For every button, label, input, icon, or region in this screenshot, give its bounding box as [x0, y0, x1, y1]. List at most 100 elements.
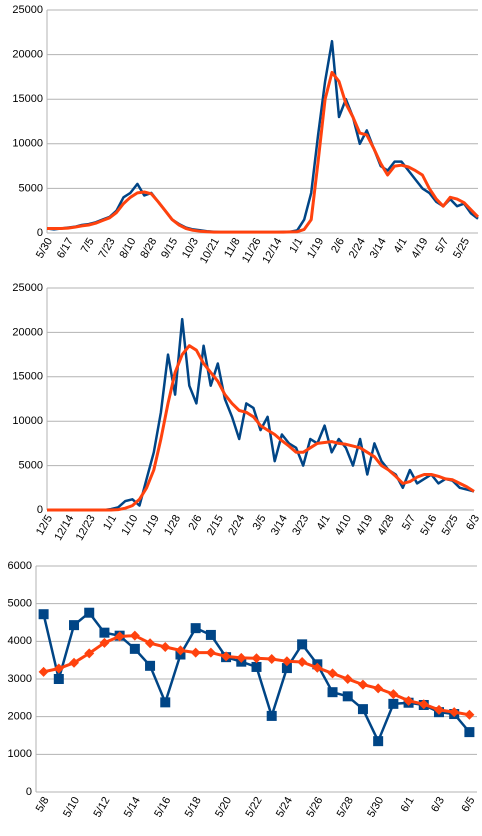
x-tick-label: 5/7	[433, 236, 451, 255]
point-marker	[403, 695, 414, 706]
x-tick-label: 4/1	[315, 513, 333, 532]
y-tick-label: 5000	[19, 182, 43, 194]
series-line	[47, 317, 475, 512]
point-marker	[38, 666, 49, 677]
point-marker	[327, 687, 338, 698]
point-marker	[175, 645, 186, 656]
point-marker	[281, 663, 292, 674]
point-marker	[297, 639, 308, 650]
x-tick-label: 7/23	[97, 236, 118, 261]
x-tick-label: 5/16	[418, 513, 439, 538]
x-tick-label: 10/21	[198, 236, 222, 266]
x-tick-label: 2/6	[187, 513, 205, 532]
y-tick-label: 5000	[19, 460, 43, 472]
x-tick-label: 5/30	[34, 236, 55, 261]
x-tick-label: 9/15	[159, 236, 180, 261]
point-marker	[373, 736, 384, 747]
x-tick-label: 5/25	[440, 513, 461, 538]
x-tick-label: 5/26	[304, 795, 325, 820]
point-marker	[418, 699, 429, 710]
point-marker	[266, 710, 277, 721]
x-tick-label: 5/24	[274, 795, 295, 820]
point-marker	[464, 727, 475, 738]
x-tick-label: 12/5	[34, 513, 55, 538]
point-marker	[221, 651, 232, 662]
series-line	[46, 39, 479, 234]
x-tick-label: 6/5	[459, 795, 477, 814]
x-tick-label: 5/20	[213, 795, 234, 820]
y-tick-label: 5000	[8, 598, 32, 610]
x-tick-label: 3/23	[290, 513, 311, 538]
x-tick-label: 5/18	[183, 795, 204, 820]
point-marker	[129, 630, 140, 641]
x-tick-label: 4/19	[409, 236, 430, 261]
point-marker	[281, 656, 292, 667]
point-marker	[190, 623, 201, 634]
point-marker	[449, 707, 460, 718]
y-tick-label: 1000	[8, 748, 32, 760]
point-marker	[251, 653, 262, 664]
point-marker	[266, 654, 277, 665]
x-tick-label: 5/12	[91, 795, 112, 820]
x-tick-label: 5/25	[451, 236, 472, 261]
x-tick-label: 2/24	[347, 236, 368, 261]
x-tick-label: 2/24	[226, 513, 247, 538]
point-marker	[205, 647, 216, 658]
x-tick-label: 1/1	[101, 513, 119, 532]
point-marker	[327, 668, 338, 679]
x-tick-label: 4/1	[392, 236, 410, 255]
point-marker	[342, 691, 353, 702]
x-tick-label: 5/10	[61, 795, 82, 820]
y-tick-label: 0	[37, 504, 43, 516]
x-tick-label: 8/28	[138, 236, 159, 261]
point-marker	[145, 638, 156, 649]
point-marker	[342, 674, 353, 684]
y-tick-label: 4000	[8, 635, 32, 647]
point-marker	[251, 661, 262, 672]
point-marker	[297, 657, 308, 668]
y-tick-label: 0	[37, 227, 43, 239]
point-marker	[145, 660, 156, 671]
x-tick-label: 10/3	[180, 236, 201, 261]
x-tick-label: 3/14	[368, 236, 389, 261]
x-tick-label: 5/16	[152, 795, 173, 820]
point-marker	[84, 607, 95, 618]
x-tick-label: 2/6	[329, 236, 347, 255]
series-line	[47, 70, 480, 234]
y-tick-label: 6000	[8, 560, 32, 572]
x-tick-label: 7/5	[79, 236, 97, 255]
x-tick-label: 12/23	[74, 513, 98, 543]
point-marker	[464, 709, 475, 720]
y-tick-label: 10000	[12, 138, 43, 150]
point-marker	[236, 652, 247, 663]
x-tick-label: 5/30	[365, 795, 386, 820]
x-tick-label: 12/14	[52, 513, 76, 543]
point-marker	[190, 647, 201, 658]
y-tick-label: 25000	[12, 282, 43, 294]
y-tick-label: 15000	[12, 371, 43, 383]
x-tick-label: 5/14	[122, 795, 143, 820]
x-tick-label: 6/3	[464, 513, 482, 532]
x-tick-label: 6/17	[55, 236, 76, 261]
x-tick-label: 5/7	[400, 513, 418, 532]
x-tick-label: 1/1	[287, 236, 305, 255]
x-tick-label: 11/8	[222, 236, 243, 260]
point-marker	[38, 609, 49, 620]
point-marker	[114, 631, 125, 642]
y-tick-label: 20000	[12, 49, 43, 61]
x-tick-label: 12/14	[260, 236, 284, 266]
y-tick-label: 0	[26, 786, 32, 798]
y-tick-label: 10000	[12, 415, 43, 427]
point-marker	[129, 643, 140, 654]
x-tick-label: 1/10	[119, 513, 140, 538]
point-marker	[388, 689, 399, 700]
point-marker	[388, 698, 399, 709]
x-tick-label: 1/28	[162, 513, 183, 538]
point-marker	[99, 627, 110, 638]
x-tick-label: 5/22	[244, 795, 265, 820]
point-marker	[357, 704, 368, 715]
x-tick-label: 4/19	[354, 513, 375, 538]
point-marker	[160, 641, 171, 652]
y-tick-label: 15000	[12, 93, 43, 105]
